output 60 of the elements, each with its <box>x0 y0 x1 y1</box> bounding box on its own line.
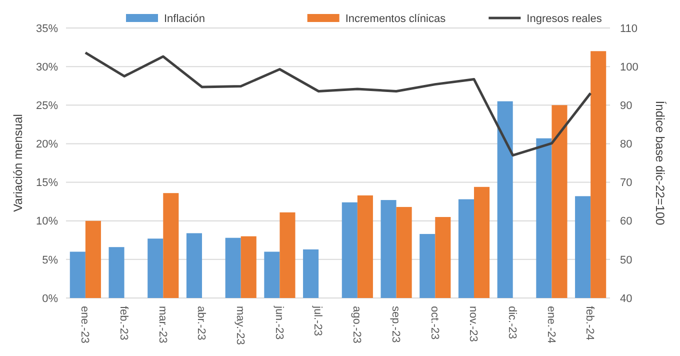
bar <box>108 247 124 298</box>
y-tick-label: 5% <box>42 254 58 266</box>
x-tick-label: sep.-23 <box>389 306 402 343</box>
y2-tick-label: 60 <box>620 216 632 228</box>
bar <box>552 105 568 298</box>
x-tick-label: nov.-23 <box>467 306 480 342</box>
bar <box>357 195 373 298</box>
x-tick-label: ene.-23 <box>78 306 91 344</box>
legend-label: Inflación <box>164 12 205 25</box>
bar <box>590 51 606 298</box>
x-tick-label: jun.-23 <box>272 305 285 340</box>
y-tick-label: 10% <box>36 216 58 228</box>
y2-tick-label: 90 <box>620 100 632 112</box>
legend-label: Ingresos reales <box>526 12 602 25</box>
x-tick-label: mar.-23 <box>156 306 168 344</box>
bar <box>70 252 86 298</box>
y2-tick-label: 80 <box>620 138 632 151</box>
bar <box>280 212 296 298</box>
x-tick-label: may.-23 <box>234 306 246 345</box>
y-tick-label: 25% <box>36 100 58 112</box>
bar <box>458 199 474 298</box>
x-tick-label: ene.-24 <box>544 306 557 344</box>
y2-axis-title: Índice base dic-22=100 <box>653 100 667 226</box>
bar <box>303 249 319 298</box>
line-series <box>84 51 592 157</box>
x-tick-label: abr.-23 <box>195 306 208 340</box>
bar <box>396 206 412 298</box>
y-tick-label: 20% <box>36 138 58 151</box>
bar <box>497 101 513 298</box>
bar <box>186 233 202 298</box>
y2-tick-label: 100 <box>620 61 638 74</box>
bar <box>264 252 280 298</box>
bar <box>420 234 436 298</box>
bar <box>575 196 591 298</box>
y2-tick-label: 110 <box>620 22 638 35</box>
legend-label: Incrementos clínicas <box>345 12 446 25</box>
y2-tick-label: 50 <box>620 254 632 266</box>
y2-tick-label: 40 <box>620 292 632 305</box>
y2-tick-label: 70 <box>620 177 632 190</box>
x-tick-label: ago.-23 <box>350 306 363 344</box>
bar <box>240 236 256 298</box>
x-tick-label: jul.-23 <box>312 305 324 336</box>
bar <box>435 217 451 298</box>
y-tick-label: 35% <box>36 22 58 35</box>
bar <box>536 138 552 298</box>
x-tick-label: dic.-23 <box>506 306 518 340</box>
bar <box>225 238 241 298</box>
y-axis-title: Variación mensual <box>11 114 25 212</box>
bar <box>474 186 490 298</box>
bar <box>380 200 396 298</box>
bar <box>163 193 179 298</box>
bar <box>148 238 164 298</box>
x-tick-label: oct.-23 <box>428 306 440 340</box>
y-tick-label: 0% <box>42 292 58 305</box>
bar <box>342 202 358 298</box>
x-tick-label: feb.-23 <box>117 306 130 340</box>
bar <box>85 220 101 298</box>
x-tick-label: feb.-24 <box>584 306 596 340</box>
y-tick-label: 15% <box>36 177 58 190</box>
y-tick-label: 30% <box>36 61 58 74</box>
